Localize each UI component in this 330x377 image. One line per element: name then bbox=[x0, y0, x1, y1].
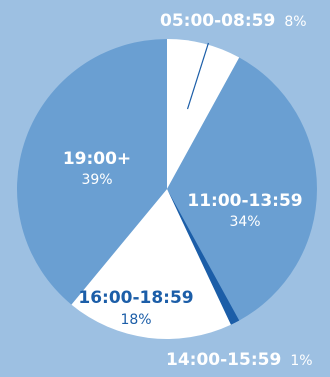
slice-16-00-18-59 bbox=[71, 189, 231, 339]
label-05-00-08-59: 05:00-08:59 8% bbox=[160, 11, 307, 31]
pct-19-00-plus: 39% bbox=[81, 172, 112, 188]
slice-19-00 bbox=[16, 39, 168, 305]
pct-11-00-13-59: 34% bbox=[229, 214, 260, 230]
leader-line-05-00-08-59 bbox=[186, 42, 210, 110]
label-16-00-18-59: 16:00-18:59 bbox=[78, 288, 193, 308]
slice-14-00-15-59 bbox=[167, 189, 240, 325]
label-19-00-plus: 19:00+ bbox=[63, 149, 131, 169]
label-11-00-13-59: 11:00-13:59 bbox=[187, 191, 302, 211]
label-14-00-15-59: 14:00-15:59 1% bbox=[166, 350, 313, 370]
slice-05-00-08-59 bbox=[167, 39, 240, 189]
slice-11-00-13-59 bbox=[167, 57, 317, 321]
pct-16-00-18-59: 18% bbox=[120, 312, 151, 328]
pie-slices bbox=[16, 39, 317, 339]
